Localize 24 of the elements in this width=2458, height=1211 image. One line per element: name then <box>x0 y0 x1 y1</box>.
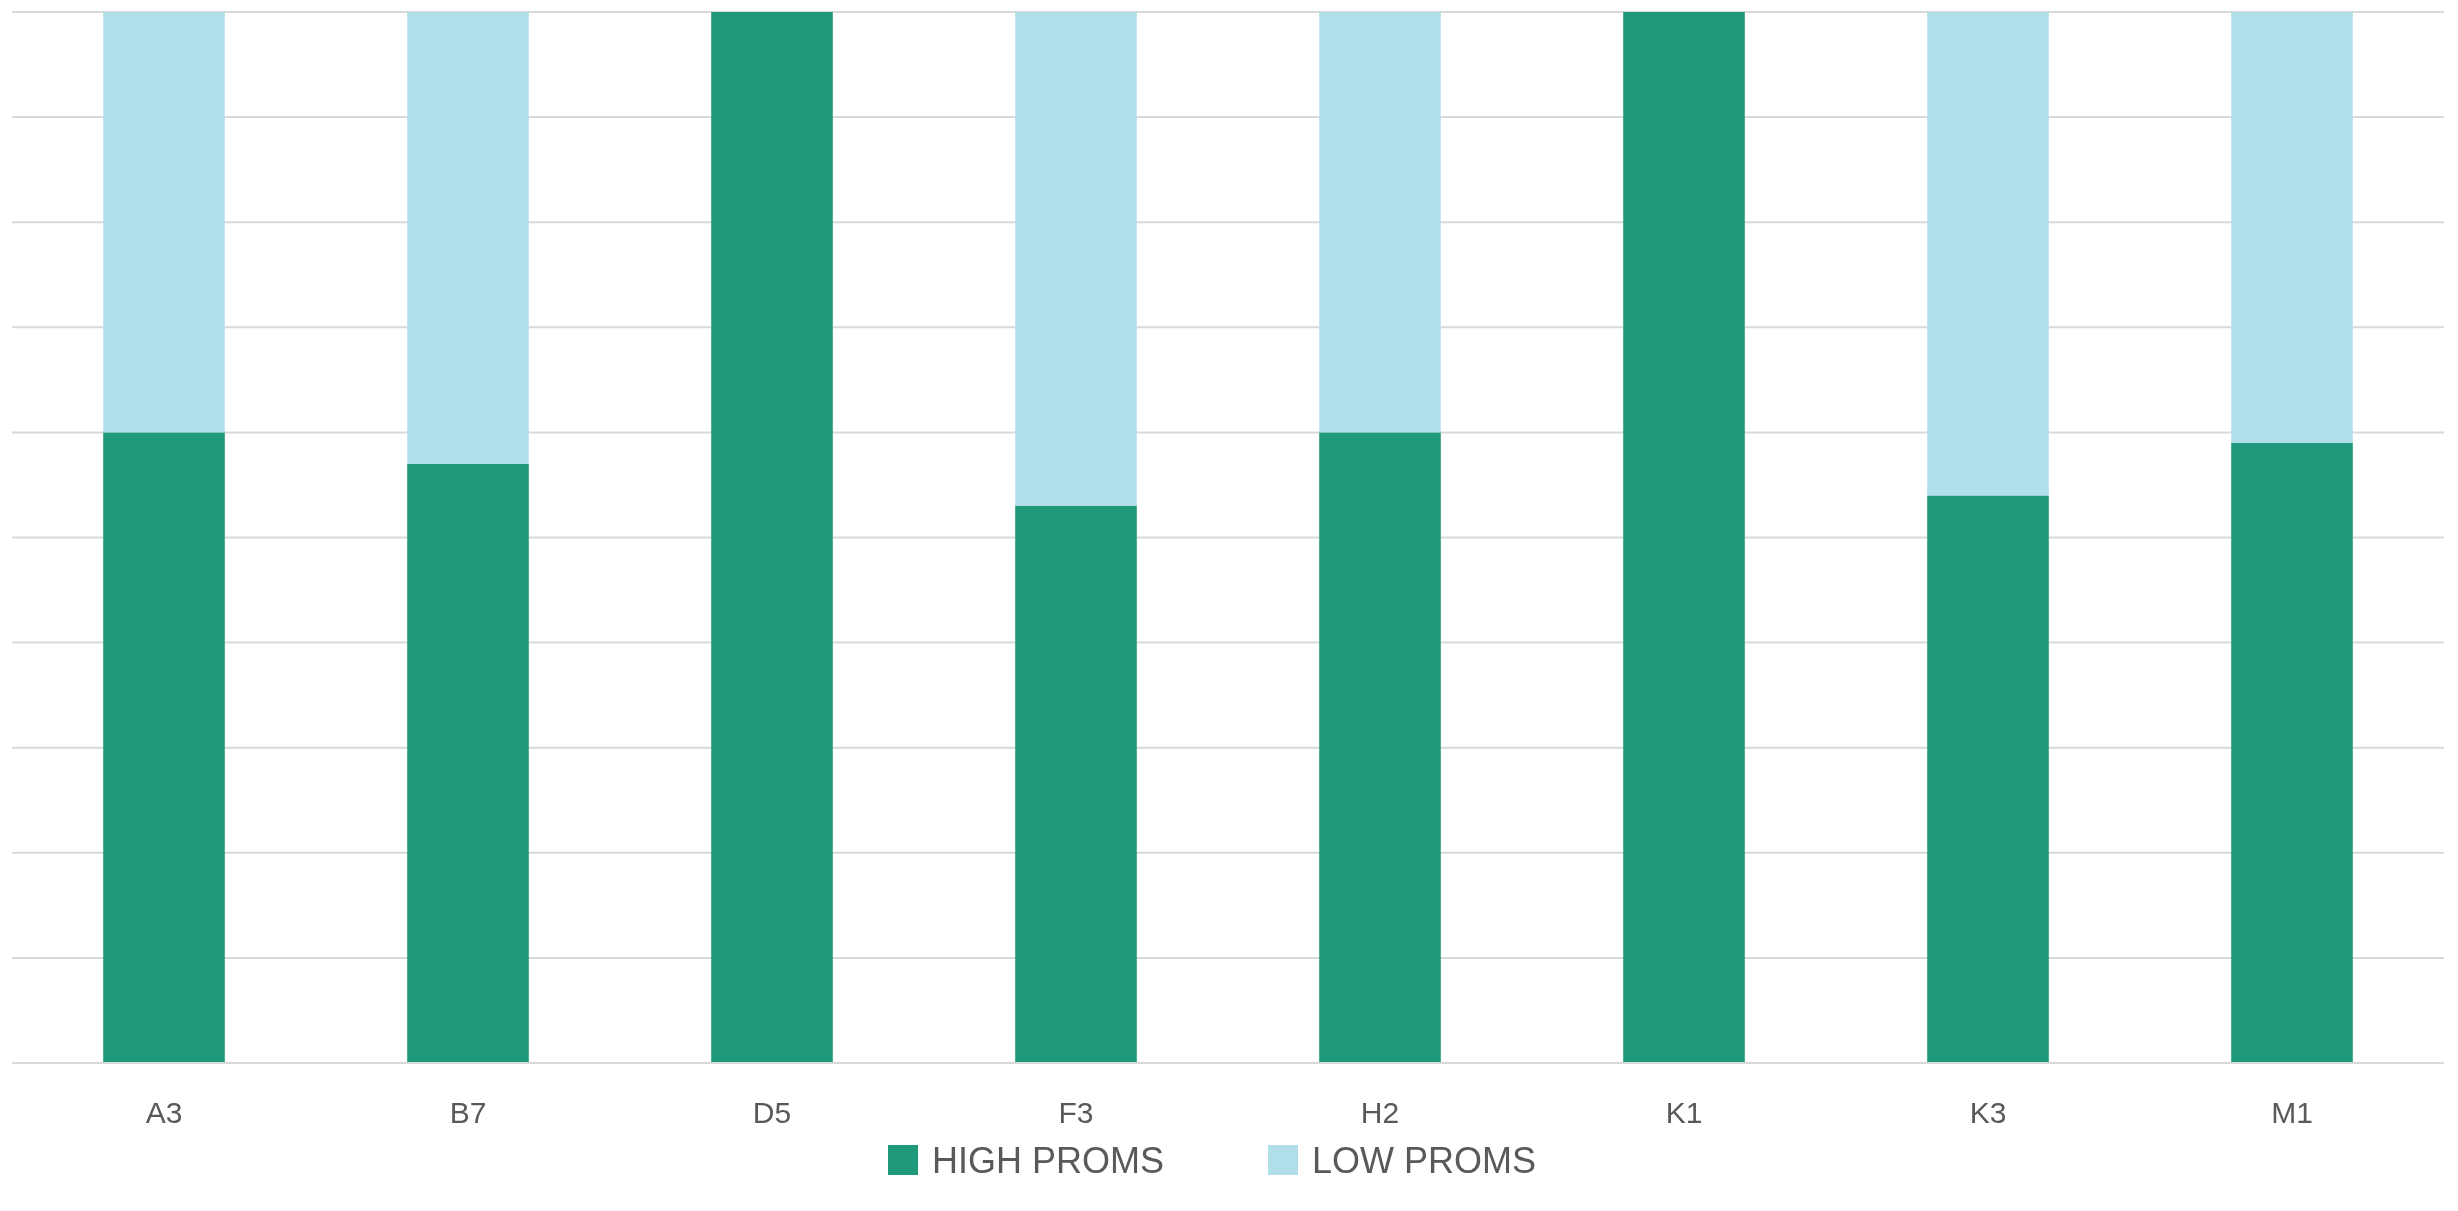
bar <box>711 12 833 1063</box>
bar <box>2231 12 2353 443</box>
bar <box>2231 442 2353 1063</box>
x-tick-label: K3 <box>1969 1096 2007 1129</box>
bar <box>1623 12 1745 1063</box>
legend-label: LOW PROMS <box>1312 1140 1537 1181</box>
bar <box>407 463 529 1063</box>
x-tick-label: B7 <box>449 1096 487 1129</box>
bar <box>1015 12 1137 506</box>
x-tick-label: H2 <box>1360 1096 1400 1129</box>
bar <box>1319 12 1441 433</box>
bar <box>1927 12 2049 496</box>
bar <box>407 12 529 464</box>
x-tick-label: D5 <box>752 1096 792 1129</box>
bar <box>103 12 225 433</box>
bar <box>1319 432 1441 1063</box>
x-tick-label: F3 <box>1058 1096 1094 1129</box>
legend-label: HIGH PROMS <box>932 1140 1165 1181</box>
x-tick-label: M1 <box>2271 1096 2313 1129</box>
bar <box>1927 495 2049 1063</box>
bar <box>1015 505 1137 1063</box>
x-tick-label: K1 <box>1665 1096 1703 1129</box>
x-tick-label: A3 <box>145 1096 183 1129</box>
bar <box>103 432 225 1063</box>
